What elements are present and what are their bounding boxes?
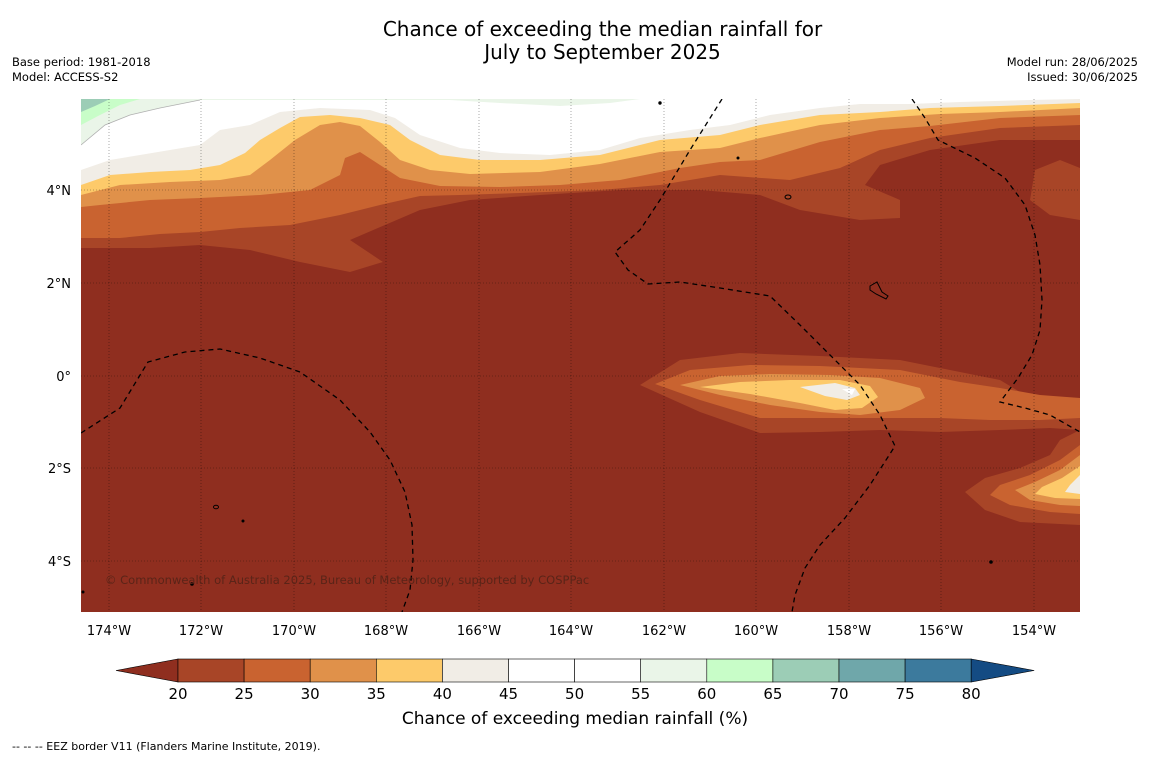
longitude-label: 170°W	[272, 624, 316, 639]
map-plot-area: © Commonwealth of Australia 2025, Bureau…	[81, 99, 1080, 612]
longitude-label: 162°W	[642, 624, 686, 639]
island-outline	[213, 504, 219, 510]
island-outline	[869, 281, 889, 300]
model-run-text: Model run: 28/06/2025	[1006, 55, 1138, 69]
latitude-label: 2°S	[48, 462, 71, 477]
band-40-45-southeast	[1065, 475, 1080, 494]
island-dot	[241, 519, 245, 523]
colorbar-tick-label: 50	[565, 685, 584, 700]
island-outline	[784, 194, 792, 200]
colorbar-high-extension	[970, 658, 1035, 683]
title-line-1: Chance of exceeding the median rainfall …	[382, 17, 823, 41]
colorbar-swatch	[442, 658, 509, 683]
island-dot	[989, 560, 993, 564]
colorbar-tick-label: 20	[168, 685, 187, 700]
eez-note: -- -- -- EEZ border V11 (Flanders Marine…	[12, 740, 321, 753]
longitude-label: 160°W	[734, 624, 778, 639]
colorbar-tick-label: 25	[235, 685, 254, 700]
colorbar-tick-label: 40	[433, 685, 452, 700]
copyright-text: © Commonwealth of Australia 2025, Bureau…	[105, 573, 589, 587]
island-dot	[81, 590, 85, 594]
colorbar-swatch	[375, 658, 443, 683]
colorbar-tick-label: 65	[763, 685, 782, 700]
longitude-label: 168°W	[364, 624, 408, 639]
island-dot	[658, 101, 662, 105]
model-name-text: Model: ACCESS-S2	[12, 70, 119, 84]
latitude-label: 0°	[56, 370, 71, 385]
longitude-label: 154°W	[1012, 624, 1056, 639]
eez-border-line	[614, 99, 896, 612]
eez-border-line	[81, 348, 414, 612]
band-65-70-north	[81, 99, 110, 112]
colorbar-swatch	[574, 658, 641, 683]
latitude-label: 4°N	[47, 184, 72, 199]
longitude-labels: 174°W 172°W 170°W 168°W 166°W 164°W 162°W 160°W…	[87, 624, 1056, 639]
run-info: Model run: 28/06/2025 Issued: 30/06/2025	[1007, 55, 1138, 85]
band-45-50-equator	[842, 389, 855, 395]
colorbar-tick-label: 70	[829, 685, 848, 700]
longitude-label: 166°W	[457, 624, 501, 639]
colorbar-tick-label: 30	[301, 685, 320, 700]
colorbar-swatch	[309, 658, 377, 683]
band-55-60-north	[81, 99, 640, 145]
eez-border-line	[911, 99, 1080, 433]
colorbar-tick-label: 55	[631, 685, 650, 700]
base-period-text: Base period: 1981-2018	[12, 55, 151, 69]
map-title: Chance of exceeding the median rainfall …	[0, 18, 1150, 64]
colorbar-swatch	[177, 658, 245, 683]
title-line-2: July to September 2025	[484, 40, 721, 64]
longitude-label: 164°W	[549, 624, 593, 639]
colorbar-tick-label: 80	[962, 685, 981, 700]
colorbar-swatch	[838, 658, 906, 683]
longitude-label: 158°W	[827, 624, 871, 639]
colorbar-tick-label: 75	[896, 685, 915, 700]
colorbar-swatch	[508, 658, 575, 683]
colorbar-swatch	[243, 658, 311, 683]
colorbar-tick-label: 60	[697, 685, 716, 700]
colorbar-swatch	[772, 658, 840, 683]
island-dot	[190, 582, 194, 586]
band-40-45-equator	[800, 383, 860, 400]
latitude-label: 2°N	[47, 277, 72, 292]
colorbar-swatch	[904, 658, 972, 683]
longitude-label: 156°W	[919, 624, 963, 639]
latitude-labels: 4°N 2°N 0° 2°S 4°S	[47, 184, 72, 570]
colorbar: 20 25 30 35 40 45 50 55 60 65 70 75 80	[115, 658, 1035, 700]
colorbar-tick-label: 45	[499, 685, 518, 700]
model-info: Base period: 1981-2018 Model: ACCESS-S2	[12, 55, 151, 85]
islands	[81, 101, 993, 594]
latitude-label: 4°S	[48, 555, 71, 570]
issued-text: Issued: 30/06/2025	[1027, 70, 1138, 84]
rainfall-map: © Commonwealth of Australia 2025, Bureau…	[47, 99, 1080, 700]
longitude-label: 174°W	[87, 624, 131, 639]
colorbar-swatch	[706, 658, 774, 683]
eez-borders	[81, 99, 1080, 612]
colorbar-title: Chance of exceeding median rainfall (%)	[401, 709, 749, 729]
contour-line-north	[81, 99, 201, 146]
colorbar-swatch	[640, 658, 708, 683]
band-45-60-north	[81, 99, 1080, 170]
colorbar-tick-label: 35	[367, 685, 386, 700]
longitude-label: 172°W	[179, 624, 223, 639]
colorbar-low-extension	[115, 658, 179, 683]
island-dot	[736, 156, 740, 160]
